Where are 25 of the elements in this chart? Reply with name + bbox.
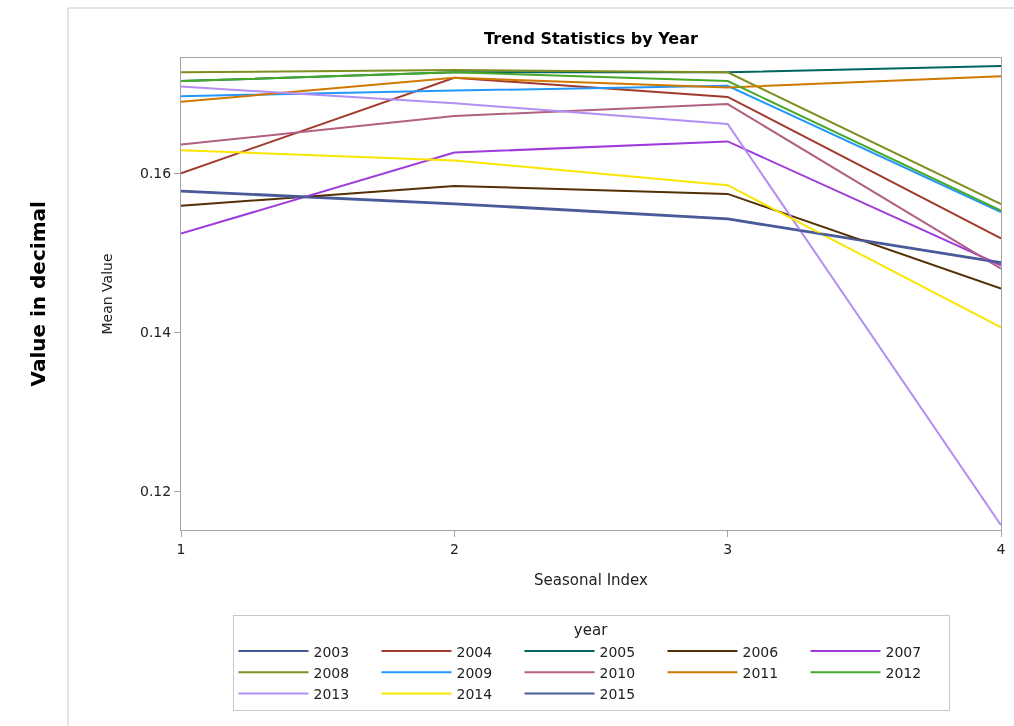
x-axis-title: Seasonal Index bbox=[534, 570, 649, 589]
legend-label: 2013 bbox=[313, 685, 350, 702]
y-tick-label: 0.14 bbox=[140, 324, 172, 341]
legend-label: 2003 bbox=[313, 643, 350, 660]
legend-label: 2005 bbox=[599, 643, 636, 660]
legend-label: 2015 bbox=[599, 685, 636, 702]
legend-label: 2010 bbox=[599, 664, 636, 681]
legend-label: 2008 bbox=[313, 664, 350, 681]
legend-label: 2004 bbox=[456, 643, 493, 660]
x-tick-label: 4 bbox=[996, 540, 1006, 557]
text: Value in decimal bbox=[25, 201, 50, 387]
x-tick-label: 3 bbox=[723, 540, 733, 557]
legend-label: 2006 bbox=[742, 643, 779, 660]
legend-label: 2012 bbox=[885, 664, 922, 681]
legend-label: 2014 bbox=[456, 685, 493, 702]
x-tick-label: 2 bbox=[449, 540, 459, 557]
legend-title: year bbox=[573, 621, 609, 640]
legend-label: 2007 bbox=[885, 643, 922, 660]
x-tick-label: 1 bbox=[176, 540, 186, 557]
legend-label: 2011 bbox=[742, 664, 779, 681]
y-tick-label: 0.16 bbox=[140, 165, 172, 182]
y-axis-title: Mean Value bbox=[98, 253, 115, 335]
legend-label: 2009 bbox=[456, 664, 493, 681]
y-tick-label: 0.12 bbox=[140, 482, 172, 499]
chart-title: Trend Statistics by Year bbox=[484, 28, 698, 48]
